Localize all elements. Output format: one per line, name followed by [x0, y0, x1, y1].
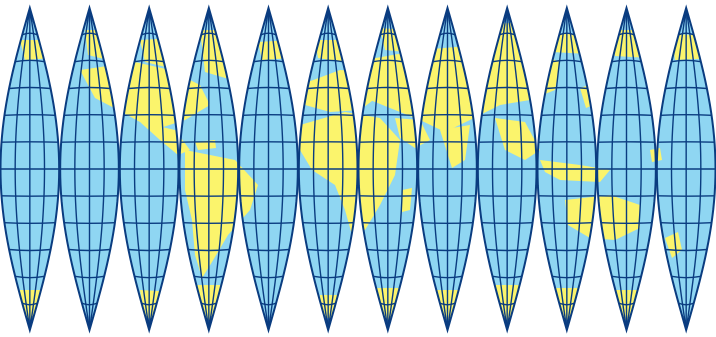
gore-graticule — [178, 4, 240, 334]
meridian-line — [446, 7, 463, 331]
gore-graticule — [0, 4, 61, 334]
meridian-line — [625, 7, 642, 331]
meridian-line — [432, 7, 449, 331]
gore-graticule — [59, 4, 120, 334]
gore-graticule — [596, 4, 657, 334]
meridian-line — [387, 7, 404, 331]
gore-outline — [536, 4, 598, 334]
gore-graticule — [357, 4, 419, 334]
madagascar — [402, 188, 412, 212]
meridian-line — [133, 7, 150, 331]
meridian-line — [148, 7, 165, 331]
gore-graticule — [536, 4, 598, 334]
southeast-asia — [495, 118, 540, 160]
meridian-line — [88, 7, 105, 331]
gore-outline — [0, 4, 61, 334]
gore-graticule — [476, 4, 538, 334]
indonesia — [540, 160, 610, 182]
meridian-line — [193, 7, 210, 331]
meridian-line — [208, 7, 225, 331]
gores — [0, 4, 716, 334]
gore-graticule — [417, 4, 478, 334]
australia — [565, 195, 640, 240]
meridian-line — [670, 7, 687, 331]
meridian-line — [327, 7, 344, 331]
gore-outline — [238, 4, 299, 334]
meridian-line — [566, 7, 583, 331]
meridian-line — [372, 7, 389, 331]
gore-outline — [178, 4, 240, 334]
meridian-line — [551, 7, 568, 331]
gore-outline — [476, 4, 538, 334]
meridian-line — [611, 7, 628, 331]
new-zealand — [665, 232, 682, 258]
gore-graticule — [655, 4, 716, 334]
gore-outline — [118, 4, 180, 334]
meridian-line — [74, 7, 91, 331]
gore-outline — [417, 4, 478, 334]
meridian-line — [491, 7, 508, 331]
gore-outline — [596, 4, 657, 334]
gore-outline — [655, 4, 716, 334]
gore-graticule — [118, 4, 180, 334]
meridian-line — [14, 7, 31, 331]
meridian-line — [685, 7, 702, 331]
gore-outline — [357, 4, 419, 334]
gore-graticule — [297, 4, 359, 334]
gore-outline — [297, 4, 359, 334]
meridian-line — [267, 7, 284, 331]
meridian-line — [312, 7, 329, 331]
meridian-line — [506, 7, 523, 331]
africa — [300, 112, 400, 235]
meridian-line — [29, 7, 46, 331]
gore-graticule — [238, 4, 299, 334]
gore-outline — [59, 4, 120, 334]
meridian-line — [253, 7, 270, 331]
